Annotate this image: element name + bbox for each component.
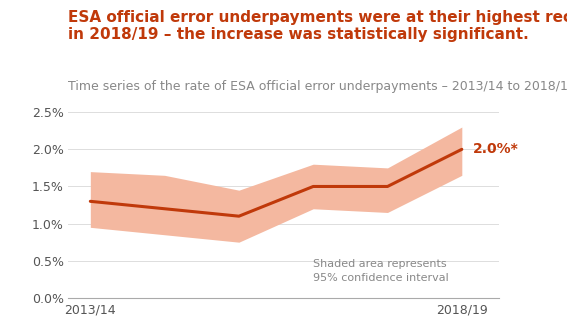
Text: ESA official error underpayments were at their highest recorded level
in 2018/19: ESA official error underpayments were at… — [68, 10, 567, 42]
Text: 2.0%*: 2.0%* — [473, 142, 519, 156]
Text: Time series of the rate of ESA official error underpayments – 2013/14 to 2018/19: Time series of the rate of ESA official … — [68, 80, 567, 93]
Text: Shaded area represents
95% confidence interval: Shaded area represents 95% confidence in… — [313, 259, 449, 283]
